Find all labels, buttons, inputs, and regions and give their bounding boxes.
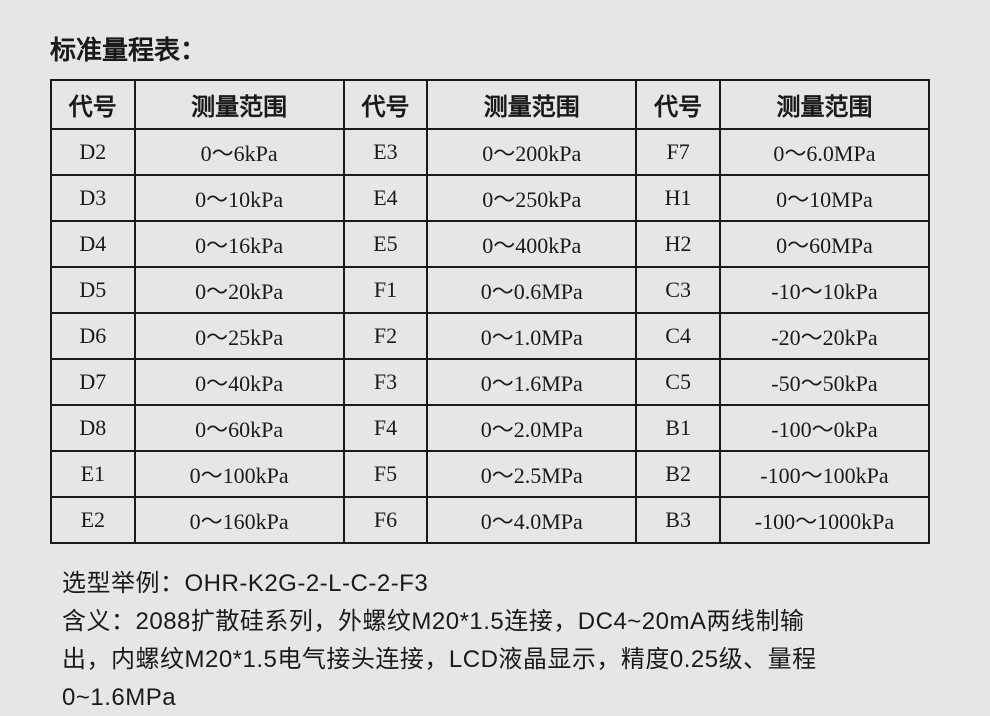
table-cell: B2 (636, 451, 720, 497)
table-body: D2 0～6kPa E3 0～200kPa F7 0～6.0MPa D3 0～1… (51, 129, 929, 543)
table-cell: 0～10MPa (720, 175, 929, 221)
table-cell: 0～60MPa (720, 221, 929, 267)
table-header: 代号 (344, 80, 428, 129)
table-row: D3 0～10kPa E4 0～250kPa H1 0～10MPa (51, 175, 929, 221)
table-cell: D2 (51, 129, 135, 175)
table-cell: -20～20kPa (720, 313, 929, 359)
table-header: 代号 (51, 80, 135, 129)
table-row: D6 0～25kPa F2 0～1.0MPa C4 -20～20kPa (51, 313, 929, 359)
table-cell: E5 (344, 221, 428, 267)
table-row: D4 0～16kPa E5 0～400kPa H2 0～60MPa (51, 221, 929, 267)
table-cell: F4 (344, 405, 428, 451)
table-cell: E2 (51, 497, 135, 543)
table-row: D7 0～40kPa F3 0～1.6MPa C5 -50～50kPa (51, 359, 929, 405)
table-cell: 0～60kPa (135, 405, 344, 451)
table-cell: D8 (51, 405, 135, 451)
table-cell: C4 (636, 313, 720, 359)
table-row: E1 0～100kPa F5 0～2.5MPa B2 -100～100kPa (51, 451, 929, 497)
table-cell: D4 (51, 221, 135, 267)
table-header: 测量范围 (135, 80, 344, 129)
table-cell: F7 (636, 129, 720, 175)
table-cell: 0～6.0MPa (720, 129, 929, 175)
table-cell: E1 (51, 451, 135, 497)
table-cell: C3 (636, 267, 720, 313)
description-line-2: 含义：2088扩散硅系列，外螺纹M20*1.5连接，DC4~20mA两线制输 (62, 604, 940, 640)
table-cell: 0～100kPa (135, 451, 344, 497)
table-cell: 0～1.6MPa (427, 359, 636, 405)
table-cell: C5 (636, 359, 720, 405)
table-header: 测量范围 (720, 80, 929, 129)
description-line-3: 出，内螺纹M20*1.5电气接头连接，LCD液晶显示，精度0.25级、量程 (62, 642, 940, 678)
table-cell: 0～25kPa (135, 313, 344, 359)
table-cell: 0～20kPa (135, 267, 344, 313)
table-cell: F6 (344, 497, 428, 543)
table-header-row: 代号 测量范围 代号 测量范围 代号 测量范围 (51, 80, 929, 129)
table-cell: D7 (51, 359, 135, 405)
table-cell: F2 (344, 313, 428, 359)
table-cell: -50～50kPa (720, 359, 929, 405)
table-cell: 0～400kPa (427, 221, 636, 267)
table-row: D2 0～6kPa E3 0～200kPa F7 0～6.0MPa (51, 129, 929, 175)
table-cell: F1 (344, 267, 428, 313)
table-cell: H1 (636, 175, 720, 221)
table-cell: E4 (344, 175, 428, 221)
table-cell: 0～10kPa (135, 175, 344, 221)
table-cell: 0～0.6MPa (427, 267, 636, 313)
table-cell: 0～200kPa (427, 129, 636, 175)
table-cell: 0～2.5MPa (427, 451, 636, 497)
table-cell: D5 (51, 267, 135, 313)
table-cell: B3 (636, 497, 720, 543)
table-cell: -100～0kPa (720, 405, 929, 451)
table-cell: 0～250kPa (427, 175, 636, 221)
table-cell: 0～1.0MPa (427, 313, 636, 359)
table-cell: -100～100kPa (720, 451, 929, 497)
table-cell: -10～10kPa (720, 267, 929, 313)
table-cell: D3 (51, 175, 135, 221)
table-row: D8 0～60kPa F4 0～2.0MPa B1 -100～0kPa (51, 405, 929, 451)
table-cell: 0～160kPa (135, 497, 344, 543)
table-cell: E3 (344, 129, 428, 175)
table-cell: F3 (344, 359, 428, 405)
description-line-4: 0~1.6MPa (62, 680, 940, 716)
table-cell: 0～40kPa (135, 359, 344, 405)
description-line-1: 选型举例：OHR-K2G-2-L-C-2-F3 (62, 566, 940, 602)
table-cell: B1 (636, 405, 720, 451)
table-cell: 0～6kPa (135, 129, 344, 175)
table-cell: 0～16kPa (135, 221, 344, 267)
table-cell: D6 (51, 313, 135, 359)
table-cell: H2 (636, 221, 720, 267)
table-cell: F5 (344, 451, 428, 497)
range-table: 代号 测量范围 代号 测量范围 代号 测量范围 D2 0～6kPa E3 0～2… (50, 79, 930, 544)
table-cell: 0～2.0MPa (427, 405, 636, 451)
table-header: 测量范围 (427, 80, 636, 129)
description-block: 选型举例：OHR-K2G-2-L-C-2-F3 含义：2088扩散硅系列，外螺纹… (50, 566, 940, 716)
table-cell: 0～4.0MPa (427, 497, 636, 543)
page-title: 标准量程表： (50, 30, 940, 67)
table-header: 代号 (636, 80, 720, 129)
table-row: D5 0～20kPa F1 0～0.6MPa C3 -10～10kPa (51, 267, 929, 313)
table-row: E2 0～160kPa F6 0～4.0MPa B3 -100～1000kPa (51, 497, 929, 543)
table-cell: -100～1000kPa (720, 497, 929, 543)
